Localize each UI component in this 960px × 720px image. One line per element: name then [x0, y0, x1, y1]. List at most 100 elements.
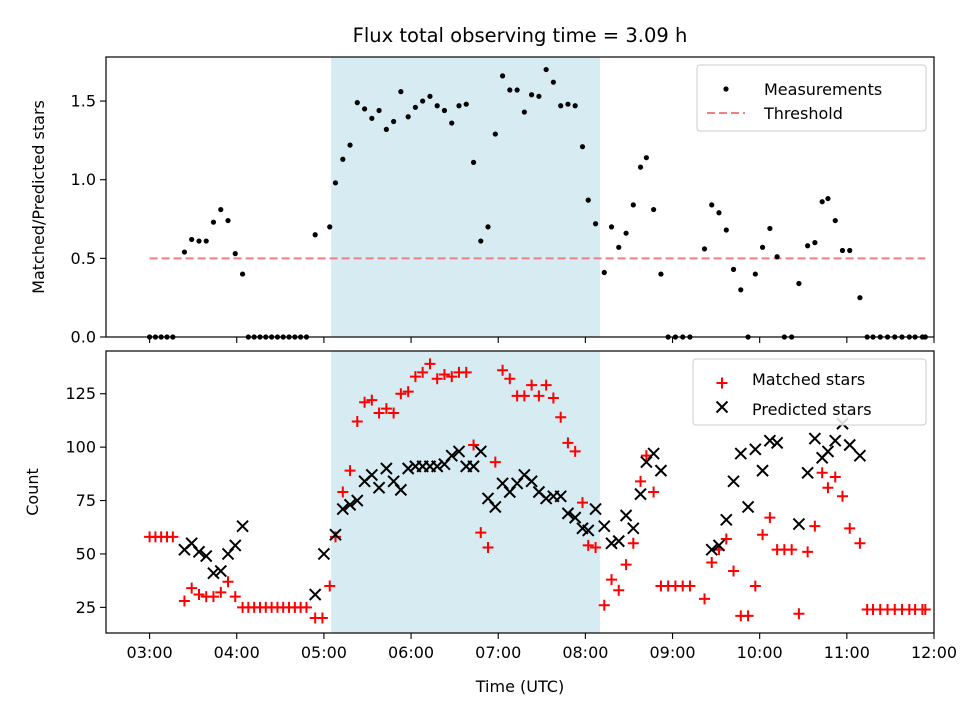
measurement-point: [441, 107, 448, 114]
predicted-star-point: [229, 539, 242, 552]
measurement-point: [565, 101, 571, 107]
predicted-star-point: [582, 524, 595, 537]
matched-star-point: [167, 531, 179, 543]
measurement-point: [608, 224, 615, 230]
y-tick-label: 100: [65, 438, 96, 457]
measurement-point: [347, 142, 353, 148]
matched-star-point: [620, 559, 632, 571]
matched-star-point: [816, 467, 828, 479]
predicted-star-point: [605, 537, 618, 550]
predicted-star-point: [720, 513, 733, 526]
measurement-point: [507, 87, 513, 93]
matched-star-point: [409, 371, 421, 383]
predicted-star-point: [351, 494, 364, 507]
matched-star-point: [764, 512, 776, 524]
matched-star-point: [388, 407, 400, 419]
predicted-star-point: [554, 490, 567, 503]
measurement-point: [701, 246, 708, 252]
matched-star-point: [627, 537, 639, 549]
legend-label-threshold: Threshold: [763, 104, 843, 123]
matched-star-point: [540, 379, 552, 391]
legend-box: [696, 64, 927, 132]
matched-star-point: [720, 533, 732, 545]
matched-star-point: [373, 407, 385, 419]
count-y-ticks: 25 50 75 100 125: [65, 384, 106, 617]
predicted-star-point: [380, 462, 393, 475]
measurement-point: [521, 109, 527, 115]
matched-star-point: [829, 471, 841, 483]
predicted-star-point: [317, 547, 331, 561]
measurement-point: [857, 295, 863, 301]
legend-marker-predicted: [715, 400, 729, 414]
predicted-star-point: [627, 522, 640, 535]
predicted-star-point: [430, 460, 444, 473]
y-tick-label: 75: [76, 491, 96, 510]
count-legend[interactable]: Matched stars Predicted stars: [692, 358, 927, 426]
measurement-point: [456, 103, 462, 109]
matched-star-point: [424, 358, 436, 370]
x-tick-label: 08:00: [562, 643, 608, 662]
predicted-star-point: [829, 434, 842, 447]
ratio-legend[interactable]: Measurements Threshold: [696, 64, 927, 132]
matched-star-point: [316, 612, 328, 624]
measurement-point: [558, 103, 564, 109]
measurement-point: [225, 217, 231, 224]
predicted-star-point: [763, 434, 777, 447]
legend-box: [692, 358, 927, 426]
measurement-point: [340, 156, 346, 162]
matched-star-point: [728, 565, 740, 577]
matched-star-point: [402, 386, 414, 398]
measurement-point: [601, 269, 607, 276]
matched-star-point: [438, 369, 450, 380]
measurement-point: [832, 217, 838, 224]
measurement-point: [709, 202, 715, 208]
matched-star-point: [460, 366, 472, 378]
measurement-point: [369, 115, 375, 121]
measurement-point: [528, 92, 535, 98]
predicted-star-point: [770, 436, 784, 450]
matched-star-point: [380, 403, 392, 415]
predicted-star-point: [727, 475, 740, 488]
predicted-star-point: [445, 449, 458, 462]
predicted-star-point: [808, 432, 822, 445]
y-tick-label: 25: [76, 598, 96, 617]
ratio-panel-frame: [105, 56, 935, 338]
matched-star-point: [582, 539, 594, 551]
measurement-point: [623, 230, 629, 236]
measurement-point: [412, 104, 419, 110]
count-panel: 25 50 75 100 125 03:00 04:00 05:00 06:00 07:00 08…: [23, 350, 957, 696]
matched-star-point: [497, 364, 509, 376]
measurement-point: [579, 144, 586, 150]
predicted-star-point: [192, 545, 206, 559]
predicted-star-point: [568, 511, 582, 524]
measurement-point: [759, 244, 766, 250]
matched-star-point: [533, 390, 545, 402]
matched-star-point: [576, 497, 588, 509]
matched-star-point: [809, 520, 821, 532]
x-tick-label: 09:00: [649, 643, 695, 662]
measurement-point: [232, 251, 238, 257]
matched-star-point: [417, 366, 429, 378]
matched-star-point: [446, 371, 458, 383]
predicted-star-point: [214, 564, 227, 578]
matched-star-point: [613, 584, 625, 596]
matched-star-point: [178, 595, 190, 607]
measurement-point: [449, 120, 455, 126]
measurement-point: [738, 287, 744, 293]
matched-star-point: [854, 537, 866, 549]
matched-star-point: [802, 546, 814, 558]
measurement-point: [492, 131, 498, 137]
matched-star-point: [344, 465, 356, 477]
measurement-point: [312, 232, 318, 238]
count-x-ticks: 03:00 04:00 05:00 06:00 07:00 08:00 09:00 10:00…: [127, 633, 957, 662]
legend-label-measurements: Measurements: [764, 80, 882, 99]
matched-star-point: [518, 390, 530, 402]
measurement-point: [239, 271, 246, 277]
measurement-point: [463, 101, 469, 107]
measurement-point: [478, 238, 484, 244]
matched-star-point: [749, 580, 761, 592]
matched-star-point: [475, 527, 487, 539]
matched-star-point: [919, 604, 931, 615]
predicted-star-point: [647, 447, 660, 460]
predicted-star-point: [365, 468, 379, 482]
